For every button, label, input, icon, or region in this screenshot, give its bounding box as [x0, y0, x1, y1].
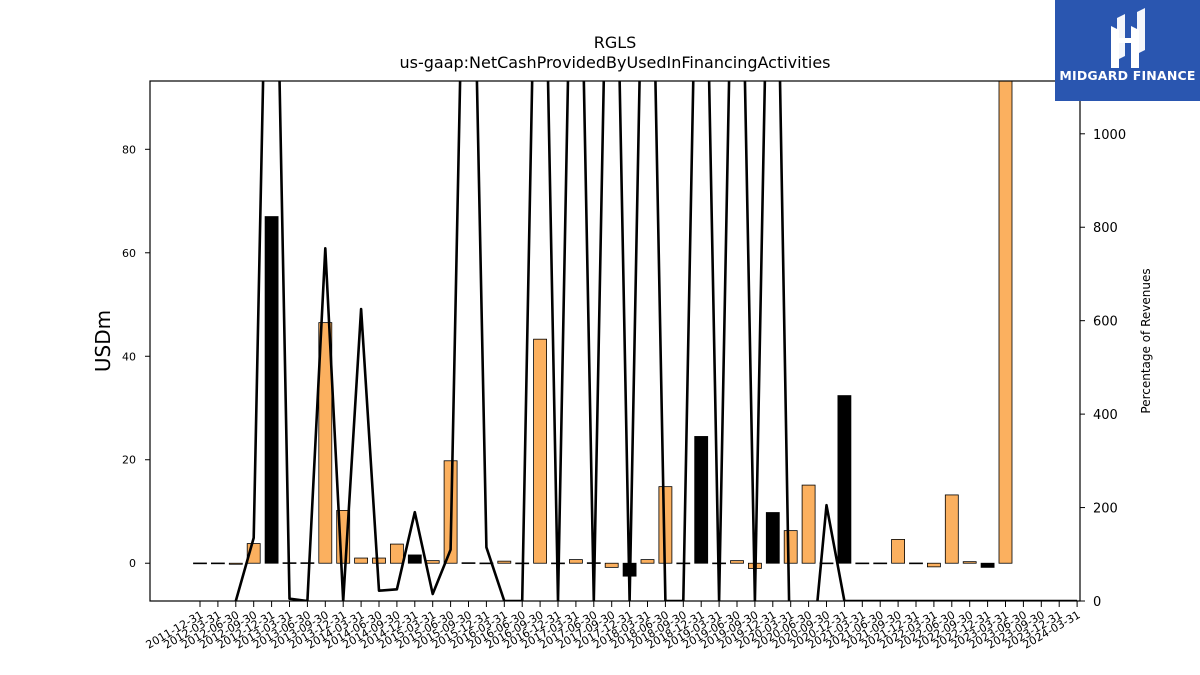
bar-2013-06-30	[300, 562, 315, 564]
bar-2013-09-30	[318, 322, 333, 564]
y2-tick-label: 400	[1093, 408, 1118, 423]
y-tick-label: 0	[129, 557, 136, 570]
bar-2014-12-31	[407, 554, 422, 564]
bar-2019-06-30	[730, 560, 744, 564]
bar-2012-03-31	[210, 562, 225, 565]
plot-frame	[149, 80, 1081, 602]
bar-2018-03-31	[640, 559, 655, 564]
logo-mark-icon	[1111, 8, 1145, 68]
chart-title: RGLS	[594, 33, 637, 52]
y-tick-label: 20	[122, 454, 136, 467]
y2-axis-label: Percentage of Revenues	[1139, 268, 1153, 413]
y2-tick-label: 200	[1093, 502, 1118, 517]
bar-2020-06-30	[801, 484, 816, 564]
y2-tick-label: 1000	[1093, 128, 1126, 143]
bar-2017-03-31	[569, 559, 583, 564]
bar-2014-03-31	[354, 557, 369, 564]
bar-2019-12-31	[765, 512, 780, 564]
x-axis: 2011-12-312012-03-312012-06-302012-09-30…	[144, 601, 1083, 652]
percentage-line	[234, 81, 1078, 601]
y-tick-label: 80	[122, 143, 136, 156]
y-tick-label: 60	[122, 247, 136, 260]
bar-2011-12-31	[193, 562, 207, 565]
bar-2020-12-31	[837, 395, 852, 564]
y-tick-label: 40	[122, 350, 136, 363]
bar-2022-09-30	[962, 561, 977, 564]
y-axis-label: USDm	[91, 310, 115, 372]
bar-2017-09-30	[604, 562, 619, 568]
y-axis-right: 0 200 400 600 800 1000	[1080, 128, 1126, 610]
bar-2022-12-31	[980, 562, 995, 568]
bar-2018-12-31	[694, 436, 709, 564]
y2-tick-label: 0	[1093, 595, 1101, 610]
bar-2012-12-31	[264, 216, 279, 564]
logo-text: MIDGARD FINANCE	[1059, 68, 1196, 83]
bar-2016-03-31	[497, 560, 512, 564]
bar-2021-06-30	[873, 562, 888, 565]
bar-2023-03-31	[998, 81, 1013, 564]
bar-2021-09-30	[891, 539, 905, 564]
bar-2012-06-30	[228, 562, 243, 565]
bar-2021-03-31	[855, 562, 870, 565]
bar-2022-06-30	[944, 494, 959, 564]
bar-2021-12-31	[909, 562, 923, 565]
midgard-finance-logo: MIDGARD FINANCE	[1055, 0, 1200, 101]
y2-tick-label: 800	[1093, 221, 1118, 236]
bar-2015-09-30	[461, 562, 476, 564]
y2-tick-label: 600	[1093, 315, 1118, 330]
bar-2015-03-31	[425, 560, 440, 564]
bar-2022-03-31	[927, 562, 941, 568]
chart-subtitle: us-gaap:NetCashProvidedByUsedInFinancing…	[399, 53, 830, 72]
bar-2014-06-30	[372, 557, 386, 564]
bar-2016-09-30	[533, 338, 547, 564]
bar-2020-03-31	[783, 530, 798, 564]
y-axis-left: 0 20 40 60 80	[122, 143, 150, 570]
bar-2014-09-30	[389, 543, 404, 564]
